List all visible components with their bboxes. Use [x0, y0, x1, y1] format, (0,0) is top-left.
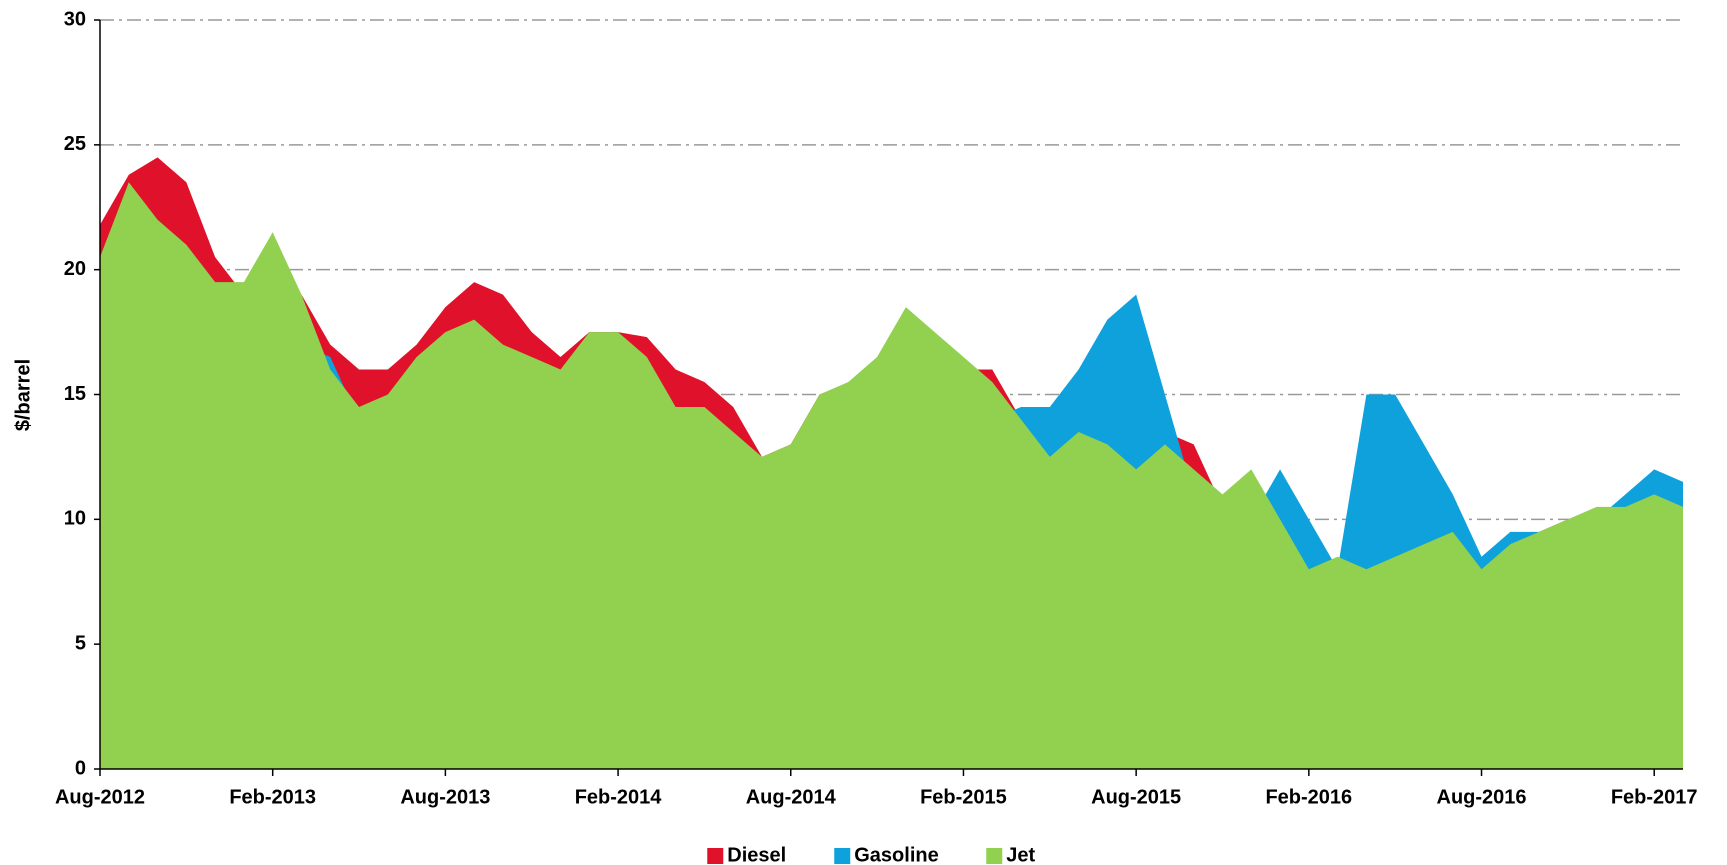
y-tick-label: 30 — [64, 8, 86, 30]
x-tick-label: Feb-2015 — [920, 786, 1007, 808]
legend-swatch — [834, 848, 851, 864]
x-tick-label: Aug-2015 — [1091, 786, 1181, 808]
x-tick-label: Aug-2012 — [55, 786, 145, 808]
y-tick-label: 20 — [64, 258, 86, 280]
legend-label: Diesel — [727, 844, 786, 865]
x-tick-label: Aug-2013 — [400, 786, 490, 808]
legend-swatch — [707, 848, 724, 864]
y-tick-label: 15 — [64, 383, 86, 405]
x-tick-label: Aug-2016 — [1437, 786, 1527, 808]
area — [100, 182, 1683, 770]
legend-swatch — [986, 848, 1003, 864]
x-tick-label: Feb-2013 — [229, 786, 316, 808]
legend-label: Jet — [1006, 844, 1035, 865]
y-tick-label: 10 — [64, 508, 86, 530]
y-tick-label: 0 — [75, 757, 86, 779]
x-tick-label: Feb-2014 — [575, 786, 663, 808]
x-tick-label: Feb-2017 — [1611, 786, 1698, 808]
y-axis-label: $/barrel — [12, 359, 34, 431]
x-tick-label: Feb-2016 — [1265, 786, 1352, 808]
legend-label: Gasoline — [854, 844, 938, 865]
y-tick-label: 25 — [64, 133, 86, 155]
x-tick-label: Aug-2014 — [746, 786, 837, 808]
y-tick-label: 5 — [75, 632, 86, 654]
